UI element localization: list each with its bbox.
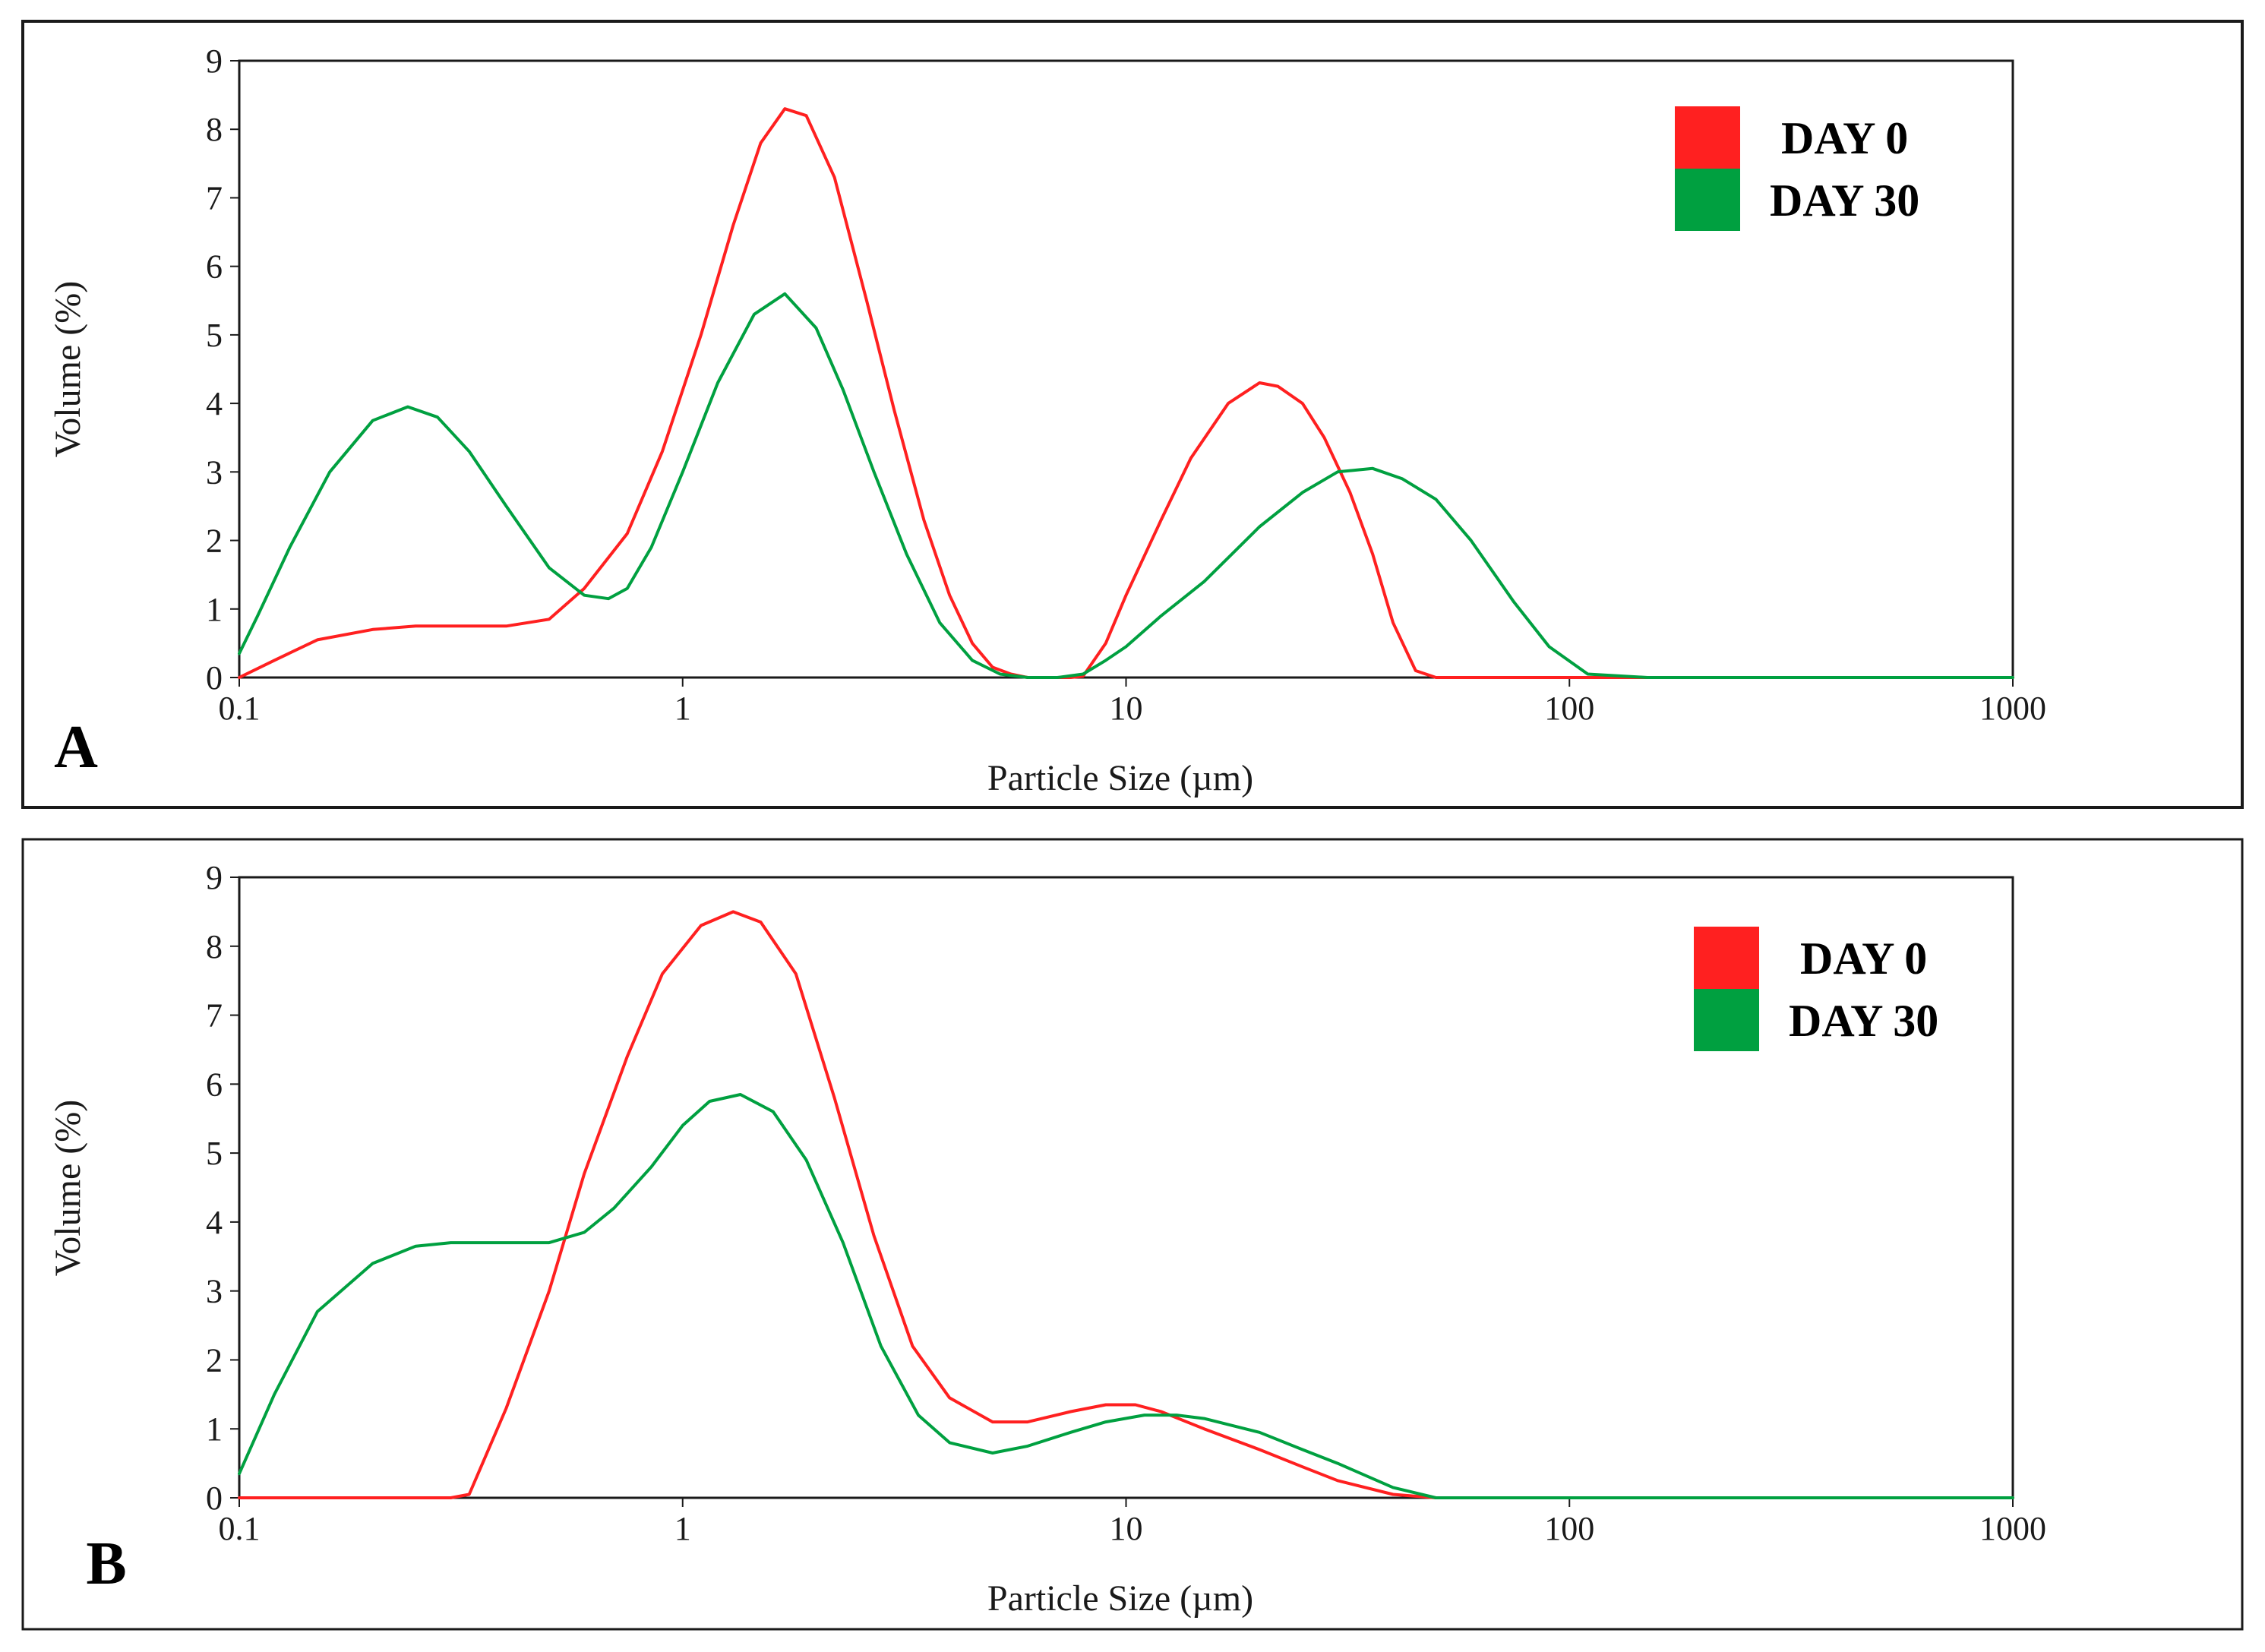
x-tick-label: 1000 [1979,1510,2046,1547]
chart-panel-a: 0 1 2 3 4 5 6 7 8 9 0.1 1 10 100 1000 Particle Size (… [21,20,2244,809]
x-tick-label: 100 [1544,690,1594,727]
legend: DAY 0 DAY 30 [1694,927,1938,1051]
legend-swatch-day30 [1675,169,1740,231]
panel-label: B [86,1530,126,1597]
y-tick-label: 7 [206,997,223,1034]
y-tick-label: 6 [206,248,223,286]
y-tick-label: 1 [206,1410,223,1448]
y-tick-label: 3 [206,453,223,491]
x-tick-label: 100 [1544,1510,1594,1547]
y-tick-label: 0 [206,1480,223,1517]
legend: DAY 0 DAY 30 [1675,106,1919,231]
legend-label-day0: DAY 0 [1800,933,1927,984]
y-tick-label: 4 [206,385,223,422]
legend-label-day0: DAY 0 [1781,113,1908,163]
series-lines [238,107,2014,679]
y-axis-title: Volume (%) [48,281,88,457]
x-tick-label: 10 [1110,690,1143,727]
series-line-day30 [238,1093,2014,1499]
y-tick-label: 5 [206,317,223,354]
y-tick-label: 9 [206,859,223,896]
x-tick-label: 10 [1110,1510,1143,1547]
legend-label-day30: DAY 30 [1770,175,1919,226]
y-axis-title: Volume (%) [48,1100,88,1276]
x-tick-label: 0.1 [219,1510,261,1547]
y-tick-label: 7 [206,179,223,216]
legend-swatch-day0 [1694,927,1759,989]
legend-swatch-day30 [1694,989,1759,1051]
x-axis-title: Particle Size (µm) [987,758,1253,798]
y-tick-label: 2 [206,1341,223,1379]
x-tick-label: 0.1 [219,690,261,727]
x-tick-label: 1 [674,690,691,727]
y-tick-label: 2 [206,523,223,560]
chart-panel-b: 0 1 2 3 4 5 6 7 8 9 0.1 1 10 100 1000 Particle Size (… [21,838,2244,1631]
panel-label: A [54,714,98,781]
legend-swatch-day0 [1675,106,1740,169]
y-tick-label: 5 [206,1135,223,1172]
x-axis-ticks: 0.1 1 10 100 1000 [219,1498,2046,1547]
y-tick-label: 4 [206,1204,223,1241]
y-axis-ticks: 0 1 2 3 4 5 6 7 8 9 [206,43,239,696]
y-tick-label: 1 [206,591,223,628]
series-line-day30 [238,292,2014,679]
y-axis-ticks: 0 1 2 3 4 5 6 7 8 9 [206,859,239,1517]
y-tick-label: 8 [206,928,223,965]
y-tick-label: 0 [206,659,223,696]
legend-label-day30: DAY 30 [1789,996,1938,1046]
x-tick-label: 1 [674,1510,691,1547]
series-lines [238,910,2014,1499]
series-line-day0 [238,910,2014,1499]
y-tick-label: 9 [206,43,223,80]
y-tick-label: 3 [206,1273,223,1310]
x-tick-label: 1000 [1979,690,2046,727]
x-axis-ticks: 0.1 1 10 100 1000 [219,678,2046,727]
x-axis-title: Particle Size (µm) [987,1578,1253,1619]
y-tick-label: 8 [206,111,223,148]
y-tick-label: 6 [206,1066,223,1103]
